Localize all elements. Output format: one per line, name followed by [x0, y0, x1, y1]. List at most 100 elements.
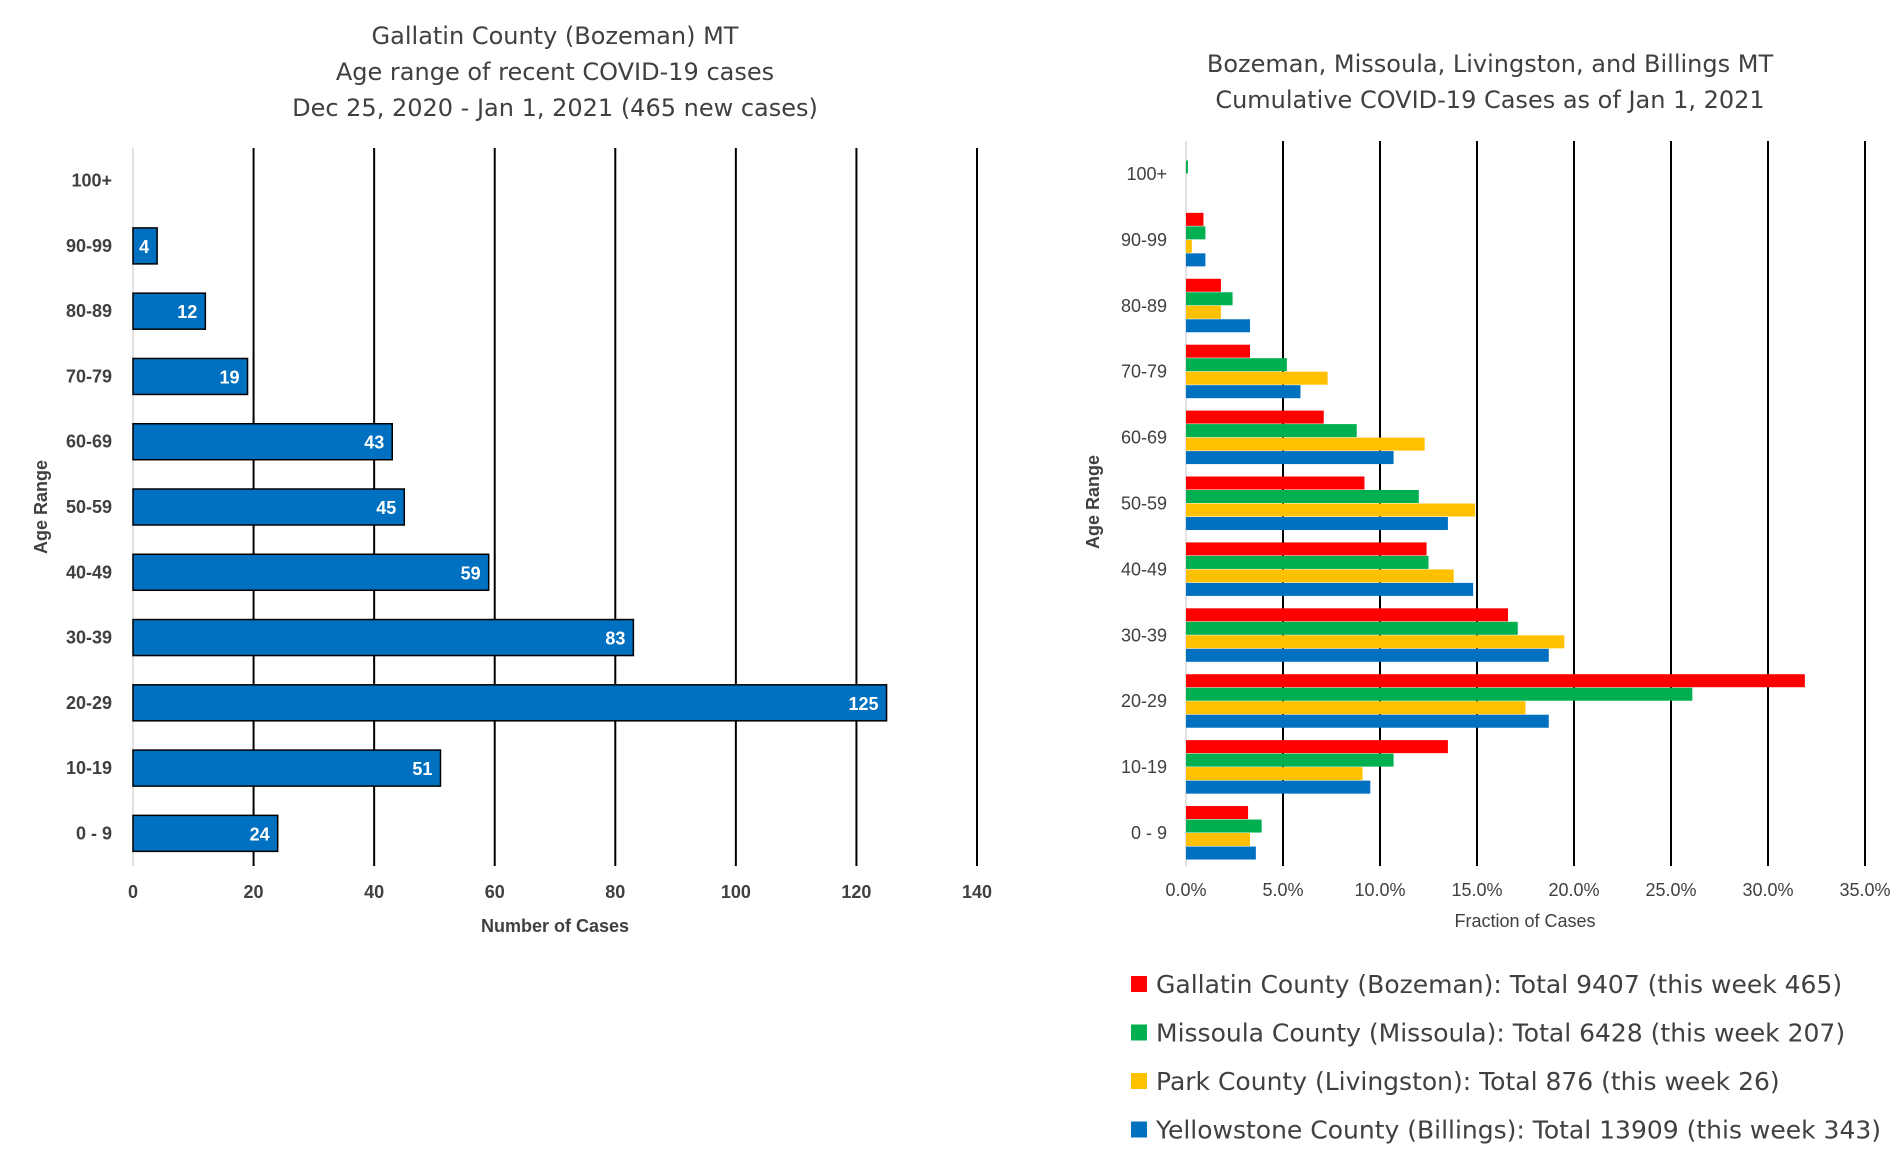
- chart-1-x-tick-label: 20: [244, 882, 264, 902]
- chart-1-bar: [132, 357, 249, 396]
- chart-1-y-tick-label: 10-19: [66, 758, 112, 778]
- chart-2-group: Bozeman, Missoula, Livingston, and Billi…: [1083, 50, 1891, 1145]
- chart-2-x-tick-label: 10.0%: [1354, 880, 1405, 900]
- chart-1-title-line-1: Gallatin County (Bozeman) MT: [372, 22, 739, 50]
- chart-2-bar-series-3: [1186, 371, 1328, 385]
- chart-1-y-tick-label: 80-89: [66, 301, 112, 321]
- chart-1-x-tick-label: 80: [605, 882, 625, 902]
- chart-2-x-tick-label: 15.0%: [1451, 880, 1502, 900]
- chart-2-bar-series-1: [1186, 740, 1448, 754]
- chart-2-bar-series-4: [1186, 253, 1206, 267]
- chart-1-bar: [132, 618, 635, 657]
- chart-2-x-tick-label: 5.0%: [1262, 880, 1303, 900]
- chart-1-y-tick-label: 50-59: [66, 497, 112, 517]
- chart-1-data-label: 59: [461, 563, 481, 583]
- chart-1-data-label: 51: [412, 759, 432, 779]
- chart-1-y-tick-label: 0 - 9: [76, 823, 112, 843]
- chart-2-y-tick-label: 60-69: [1121, 428, 1167, 448]
- chart-2-title-line-1: Bozeman, Missoula, Livingston, and Billi…: [1207, 50, 1774, 78]
- chart-2-bar-series-3: [1186, 767, 1363, 781]
- chart-1-y-tick-label: 60-69: [66, 432, 112, 452]
- chart-2-bar-series-2: [1186, 687, 1693, 701]
- legend-swatch: [1131, 1073, 1147, 1089]
- chart-2-bar-series-1: [1186, 410, 1324, 424]
- chart-1-data-label: 4: [139, 237, 149, 257]
- chart-2-bar-series-2: [1186, 292, 1233, 306]
- chart-1-y-tick-label: 100+: [71, 171, 112, 191]
- chart-1-x-tick-label: 120: [841, 882, 871, 902]
- chart-2-bar-series-3: [1186, 503, 1476, 517]
- chart-1-x-tick-label: 0: [128, 882, 138, 902]
- chart-1-data-label: 43: [364, 433, 384, 453]
- chart-2-bar-series-1: [1186, 608, 1509, 622]
- chart-2-bar-series-3: [1186, 833, 1251, 847]
- chart-1-y-tick-label: 20-29: [66, 693, 112, 713]
- chart-2-y-tick-label: 0 - 9: [1131, 823, 1167, 843]
- chart-2-bar-series-3: [1186, 437, 1425, 451]
- chart-2-y-tick-label: 90-99: [1121, 230, 1167, 250]
- chart-2-bar-series-1: [1186, 476, 1365, 490]
- chart-2-y-tick-label: 20-29: [1121, 691, 1167, 711]
- legend-entry-label: Yellowstone County (Billings): Total 139…: [1155, 1116, 1881, 1145]
- chart-2-bar-series-2: [1186, 490, 1419, 503]
- chart-1-bar: [132, 814, 279, 853]
- chart-2-x-tick-label: 20.0%: [1548, 880, 1599, 900]
- chart-2-bar-series-2: [1186, 424, 1357, 438]
- legend-entry-label: Gallatin County (Bozeman): Total 9407 (t…: [1156, 970, 1842, 999]
- chart-2-bar-series-1: [1186, 674, 1805, 688]
- legend-swatch: [1131, 1121, 1147, 1138]
- chart-2-bar-series-4: [1186, 648, 1549, 662]
- chart-1-data-label: 45: [376, 498, 396, 518]
- chart-2-bar-series-3: [1186, 305, 1221, 319]
- chart-2-y-tick-label: 30-39: [1121, 625, 1167, 645]
- chart-1-data-label: 12: [177, 302, 197, 322]
- chart-1-y-tick-label: 40-49: [66, 562, 112, 582]
- chart-1-x-tick-label: 40: [364, 882, 384, 902]
- chart-2-bar-series-4: [1186, 319, 1251, 333]
- chart-2-bar-series-1: [1186, 278, 1221, 292]
- chart-1-y-axis-title: Age Range: [31, 460, 51, 554]
- chart-1-title-line-2: Age range of recent COVID-19 cases: [336, 58, 774, 86]
- chart-2-bar-series-4: [1186, 846, 1256, 860]
- legend-swatch: [1131, 1024, 1147, 1041]
- chart-2-bar-series-3: [1186, 569, 1454, 583]
- chart-2-bar-series-3: [1186, 239, 1192, 253]
- chart-2-bar-series-2: [1186, 226, 1206, 240]
- chart-1-title-line-3: Dec 25, 2020 - Jan 1, 2021 (465 new case…: [292, 94, 818, 122]
- chart-1-bar: [132, 422, 393, 461]
- chart-1-bar: [132, 488, 406, 526]
- chart-2-y-axis-title: Age Range: [1083, 455, 1103, 549]
- chart-2-bar-series-4: [1186, 451, 1394, 465]
- chart-2-x-tick-label: 30.0%: [1742, 880, 1793, 900]
- chart-2-bar-series-4: [1186, 517, 1448, 530]
- chart-2-bar-series-4: [1186, 780, 1371, 794]
- chart-2-x-tick-label: 35.0%: [1839, 880, 1890, 900]
- chart-1-y-tick-label: 90-99: [66, 236, 112, 256]
- chart-2-title-line-2: Cumulative COVID-19 Cases as of Jan 1, 2…: [1215, 86, 1764, 114]
- chart-1-data-label: 83: [605, 629, 625, 649]
- chart-1-data-label: 125: [849, 694, 879, 714]
- chart-1-data-label: 24: [250, 824, 270, 844]
- chart-1-x-tick-label: 140: [962, 882, 992, 902]
- chart-2-bar-series-3: [1186, 701, 1526, 715]
- chart-2-x-tick-label: 0.0%: [1165, 880, 1206, 900]
- chart-2-x-axis-title: Fraction of Cases: [1454, 911, 1595, 931]
- chart-1-x-tick-label: 100: [721, 882, 751, 902]
- chart-2-y-tick-label: 70-79: [1121, 362, 1167, 382]
- chart-1-bar: [132, 292, 207, 330]
- chart-2-bar-series-2: [1186, 753, 1394, 767]
- chart-2-bar-series-2: [1186, 621, 1518, 635]
- chart-2-x-tick-label: 25.0%: [1645, 880, 1696, 900]
- chart-2-bar-series-1: [1186, 806, 1249, 820]
- chart-1-x-axis-title: Number of Cases: [481, 916, 629, 936]
- chart-1-bar: [132, 684, 888, 722]
- chart-2-bar-series-4: [1186, 385, 1301, 399]
- chart-2-y-tick-label: 100+: [1126, 164, 1167, 184]
- legend-entry-label: Park County (Livingston): Total 876 (thi…: [1156, 1067, 1780, 1096]
- chart-1-y-tick-label: 30-39: [66, 628, 112, 648]
- chart-2-y-tick-label: 40-49: [1121, 559, 1167, 579]
- chart-2-bar-series-4: [1186, 714, 1549, 728]
- chart-2-bar-series-1: [1186, 344, 1251, 358]
- chart-2-legend: Gallatin County (Bozeman): Total 9407 (t…: [1131, 970, 1881, 1145]
